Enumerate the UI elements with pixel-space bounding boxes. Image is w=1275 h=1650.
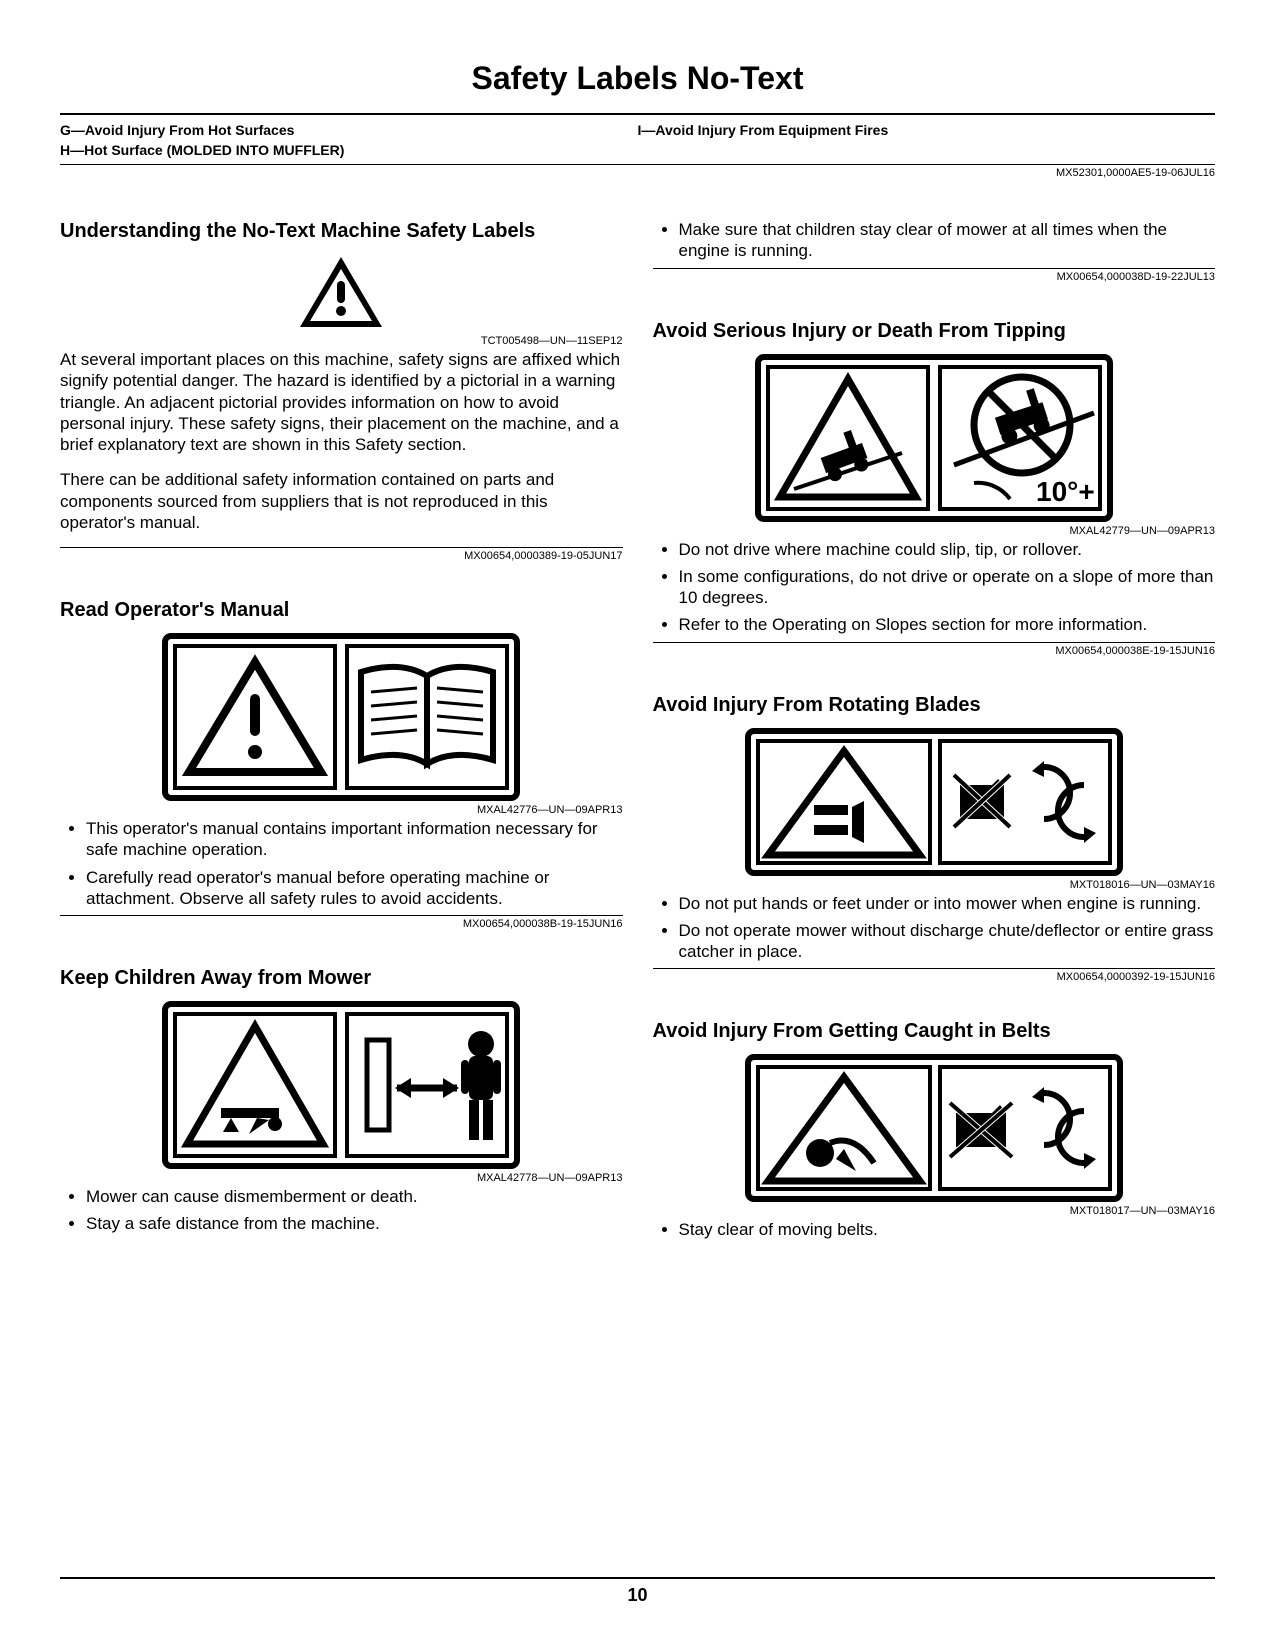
img-credit-read-manual: MXAL42776—UN—09APR13 <box>60 804 623 816</box>
top-rule <box>60 113 1215 115</box>
bullet-read-manual-0: This operator's manual contains importan… <box>86 818 623 861</box>
warning-triangle-icon <box>60 253 623 333</box>
img-credit-understanding: TCT005498—UN—11SEP12 <box>60 335 623 347</box>
section-keep-children: Keep Children Away from Mower <box>60 966 623 1241</box>
page-title: Safety Labels No-Text <box>60 60 1215 97</box>
bullets-read-manual: This operator's manual contains importan… <box>60 818 623 909</box>
code-tipping: MX00654,000038E-19-15JUN16 <box>653 642 1216 657</box>
bottom-rule <box>60 1577 1215 1579</box>
legend-col-right: I—Avoid Injury From Equipment Fires <box>638 121 1216 160</box>
section-read-manual: Read Operator's Manual <box>60 598 623 966</box>
pictogram-keep-children <box>60 1000 623 1170</box>
bullet-keep-children-0: Mower can cause dismemberment or death. <box>86 1186 623 1207</box>
para-understanding-2: There can be additional safety informati… <box>60 469 623 533</box>
bullet-tipping-2: Refer to the Operating on Slopes section… <box>679 614 1216 635</box>
legend-item-h: H—Hot Surface (MOLDED INTO MUFFLER) <box>60 141 638 161</box>
para-understanding-1: At several important places on this mach… <box>60 349 623 455</box>
bullet-tipping-1: In some configurations, do not drive or … <box>679 566 1216 609</box>
section-understanding: Understanding the No-Text Machine Safety… <box>60 219 623 598</box>
img-credit-rotating-blades: MXT018016—UN—03MAY16 <box>653 879 1216 891</box>
bullet-rotating-blades-0: Do not put hands or feet under or into m… <box>679 893 1216 914</box>
heading-understanding: Understanding the No-Text Machine Safety… <box>60 219 623 243</box>
pictogram-belts <box>653 1053 1216 1203</box>
legend-item-i: I—Avoid Injury From Equipment Fires <box>638 121 1216 141</box>
section-keep-children-cont: Make sure that children stay clear of mo… <box>653 219 1216 319</box>
heading-read-manual: Read Operator's Manual <box>60 598 623 622</box>
heading-belts: Avoid Injury From Getting Caught in Belt… <box>653 1019 1216 1043</box>
code-understanding: MX00654,0000389-19-05JUN17 <box>60 547 623 562</box>
right-column: Make sure that children stay clear of mo… <box>653 219 1216 1247</box>
heading-rotating-blades: Avoid Injury From Rotating Blades <box>653 693 1216 717</box>
bullet-tipping-0: Do not drive where machine could slip, t… <box>679 539 1216 560</box>
bullet-belts-0: Stay clear of moving belts. <box>679 1219 1216 1240</box>
section-rotating-blades: Avoid Injury From Rotating Blades <box>653 693 1216 1020</box>
bullets-rotating-blades: Do not put hands or feet under or into m… <box>653 893 1216 963</box>
bullets-keep-children: Mower can cause dismemberment or death. … <box>60 1186 623 1235</box>
bullets-belts: Stay clear of moving belts. <box>653 1219 1216 1240</box>
section-belts: Avoid Injury From Getting Caught in Belt… <box>653 1019 1216 1246</box>
code-read-manual: MX00654,000038B-19-15JUN16 <box>60 915 623 930</box>
page-number: 10 <box>60 1585 1215 1606</box>
heading-tipping: Avoid Serious Injury or Death From Tippi… <box>653 319 1216 343</box>
heading-keep-children: Keep Children Away from Mower <box>60 966 623 990</box>
legend-row: G—Avoid Injury From Hot Surfaces H—Hot S… <box>60 121 1215 160</box>
bullet-read-manual-1: Carefully read operator's manual before … <box>86 867 623 910</box>
bullets-tipping: Do not drive where machine could slip, t… <box>653 539 1216 636</box>
code-rotating-blades: MX00654,0000392-19-15JUN16 <box>653 968 1216 983</box>
legend-item-g: G—Avoid Injury From Hot Surfaces <box>60 121 638 141</box>
doc-code-rule-top <box>60 164 1215 165</box>
img-credit-keep-children: MXAL42778—UN—09APR13 <box>60 1172 623 1184</box>
bullet-keep-children-1: Stay a safe distance from the machine. <box>86 1213 623 1234</box>
code-keep-children: MX00654,000038D-19-22JUL13 <box>653 268 1216 283</box>
slope-label-text: 10°+ <box>1036 476 1095 507</box>
bullets-keep-children-cont: Make sure that children stay clear of mo… <box>653 219 1216 262</box>
section-tipping: Avoid Serious Injury or Death From Tippi… <box>653 319 1216 693</box>
pictogram-read-manual <box>60 632 623 802</box>
pictogram-tipping: 10°+ <box>653 353 1216 523</box>
img-credit-tipping: MXAL42779—UN—09APR13 <box>653 525 1216 537</box>
img-credit-belts: MXT018017—UN—03MAY16 <box>653 1205 1216 1217</box>
bullet-rotating-blades-1: Do not operate mower without discharge c… <box>679 920 1216 963</box>
left-column: Understanding the No-Text Machine Safety… <box>60 219 623 1247</box>
legend-col-left: G—Avoid Injury From Hot Surfaces H—Hot S… <box>60 121 638 160</box>
two-column-layout: Understanding the No-Text Machine Safety… <box>60 219 1215 1247</box>
top-doc-code: MX52301,0000AE5-19-06JUL16 <box>60 167 1215 179</box>
pictogram-rotating-blades <box>653 727 1216 877</box>
bullet-keep-children-cont-0: Make sure that children stay clear of mo… <box>679 219 1216 262</box>
page-footer: 10 <box>60 1577 1215 1606</box>
